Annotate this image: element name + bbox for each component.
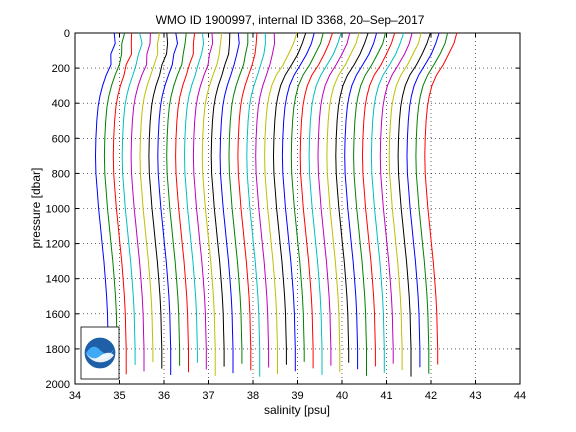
profile-line [175, 32, 196, 373]
noaa-logo [80, 326, 120, 380]
x-tick-label: 38 [247, 390, 259, 402]
x-axis-label: salinity [psu] [264, 403, 330, 417]
profile-line [379, 32, 413, 364]
y-tick-label: 1600 [46, 309, 70, 321]
profile-line [255, 32, 276, 368]
profile-line [326, 32, 360, 373]
profile-line [388, 32, 422, 371]
profile-line [370, 32, 405, 373]
profile-line [201, 32, 223, 376]
y-tick-label: 400 [52, 98, 70, 110]
profile-line [192, 32, 214, 370]
profile-line [237, 32, 258, 371]
profile-line [290, 32, 324, 362]
profile-line [397, 32, 431, 377]
profile-line [148, 32, 169, 369]
profile-line [424, 32, 458, 365]
x-tick-label: 35 [113, 390, 125, 402]
x-tick-label: 36 [158, 390, 170, 402]
profile-line [353, 32, 386, 376]
y-axis-label: pressure [dbar] [29, 168, 43, 249]
profile-line [210, 32, 231, 367]
profile-line [157, 32, 179, 375]
profile-line [308, 32, 342, 375]
profile-line [228, 33, 249, 364]
profile-line [130, 32, 151, 372]
profile-line [335, 32, 369, 363]
profile-line [112, 32, 133, 375]
x-tick-label: 41 [380, 390, 392, 402]
x-tick-label: 43 [469, 390, 481, 402]
profile-line [183, 32, 205, 363]
y-tick-label: 1200 [46, 239, 70, 251]
profile-line [94, 32, 116, 362]
profile-line [406, 32, 440, 368]
grid-lines [75, 33, 520, 384]
x-tick-label: 42 [425, 390, 437, 402]
x-tick-label: 40 [336, 390, 348, 402]
chart-title: WMO ID 1900997, internal ID 3368, 20–Sep… [156, 13, 425, 27]
profile-series [94, 32, 458, 377]
x-tick-label: 34 [69, 390, 81, 402]
y-tick-label: 800 [52, 168, 70, 180]
profile-line [246, 32, 266, 377]
x-tick-label: 44 [514, 390, 526, 402]
y-tick-label: 2000 [46, 379, 70, 391]
x-tick-label: 37 [202, 390, 214, 402]
y-tick-label: 1000 [46, 204, 70, 216]
axis-ticks: 34 35 36 37 38 39 40 41 42 43 44 0 200 400 600 800 1000 1… [46, 28, 527, 402]
y-tick-label: 200 [52, 63, 70, 75]
profile-line [264, 32, 298, 374]
profile-line [219, 32, 240, 374]
profile-line [139, 32, 161, 363]
y-tick-label: 1400 [46, 274, 70, 286]
profile-line [272, 32, 307, 365]
y-tick-label: 1800 [46, 344, 70, 356]
profile-line [415, 32, 449, 374]
profile-line [317, 32, 351, 366]
y-tick-label: 600 [52, 133, 70, 145]
profile-line [361, 32, 396, 367]
profile-line [121, 32, 143, 365]
x-tick-label: 39 [291, 390, 303, 402]
profile-line [299, 32, 333, 369]
y-tick-label: 0 [64, 28, 70, 40]
profile-line [344, 32, 378, 370]
profile-line [103, 32, 126, 368]
profile-line [166, 32, 187, 366]
profile-line [281, 32, 315, 372]
